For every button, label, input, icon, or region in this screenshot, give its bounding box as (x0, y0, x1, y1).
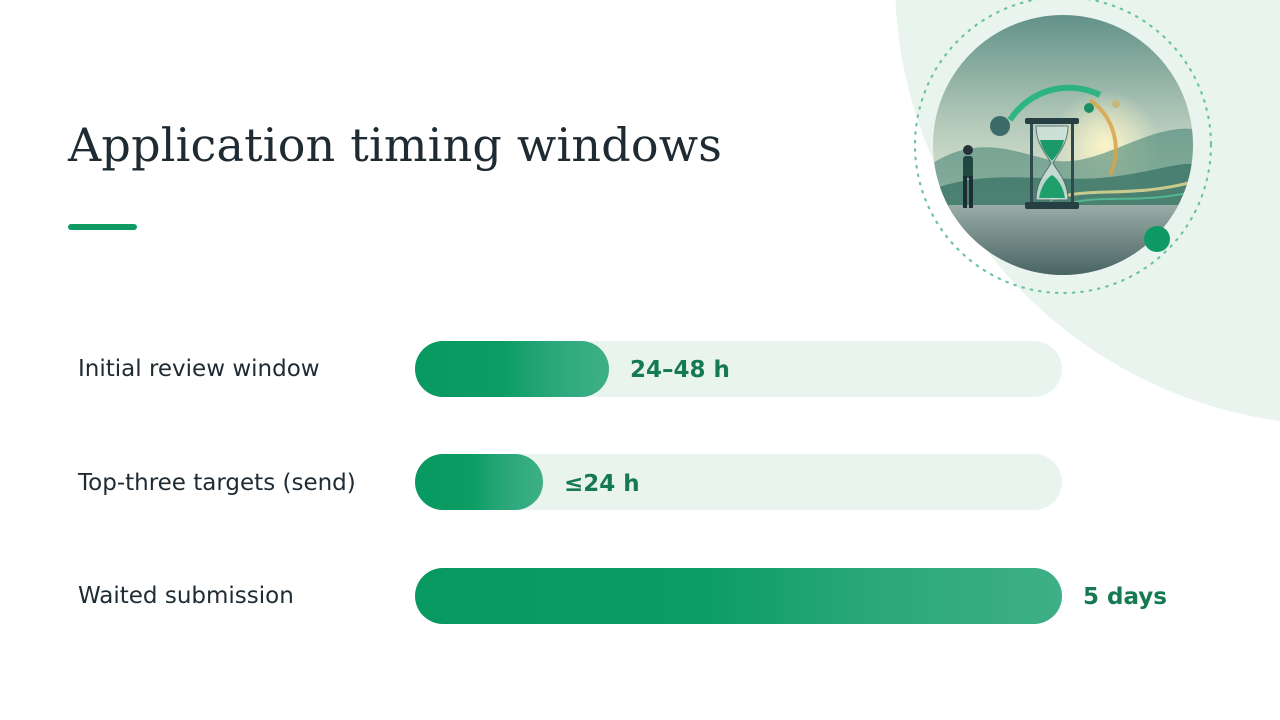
accent-dot (1144, 226, 1170, 252)
page-title: Application timing windows (68, 118, 723, 172)
bar-value-top-three-targets: ≤24 h (564, 471, 640, 497)
bar-label-waited-submission: Waited submission (78, 583, 294, 609)
bar-label-top-three-targets: Top-three targets (send) (78, 470, 356, 496)
orbit-ring (913, 0, 1213, 295)
bar-initial-review (415, 341, 609, 397)
bar-label-initial-review: Initial review window (78, 356, 320, 382)
hourglass-icon (1025, 118, 1079, 209)
title-accent-bar (68, 224, 137, 230)
bar-waited-submission (415, 568, 1062, 624)
bar-value-initial-review: 24–48 h (630, 357, 730, 383)
person-icon (963, 145, 973, 208)
bar-value-waited-submission: 5 days (1083, 584, 1167, 610)
bar-top-three-targets (415, 454, 543, 510)
